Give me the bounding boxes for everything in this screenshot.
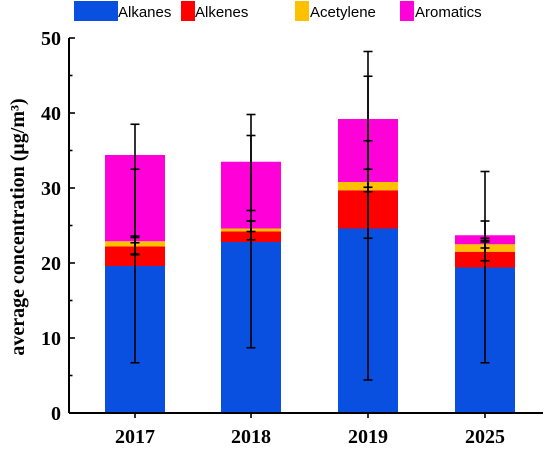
x-tick-label-2018: 2018 — [231, 426, 271, 448]
legend-item-alkenes: Alkenes — [181, 1, 248, 21]
axes: 0 10 20 30 40 50 2017 2018 2019 2025 — [41, 28, 543, 448]
legend-label-aromatics: Aromatics — [415, 4, 482, 21]
legend-label-alkenes: Alkenes — [195, 4, 248, 21]
x-tick-label-2025: 2025 — [465, 426, 505, 448]
y-tick-label: 0 — [51, 403, 61, 425]
error-bar-aromatics-2025 — [480, 170, 490, 243]
error-bar-aromatics-2017 — [130, 123, 140, 256]
legend-swatch-aromatics — [400, 1, 414, 21]
x-tick-label-2019: 2019 — [348, 426, 388, 448]
y-axis-label: average concentration (μg/m³) — [7, 98, 29, 355]
legend-swatch-alkanes — [74, 1, 118, 21]
y-tick-label: 30 — [41, 178, 61, 200]
error-bar-aromatics-2018 — [246, 113, 256, 212]
legend-item-acetylene: Acetylene — [295, 1, 376, 21]
legend-item-aromatics: Aromatics — [400, 1, 482, 21]
error-bar-acetylene-2018 — [246, 220, 256, 233]
error-bars — [130, 50, 490, 381]
y-tick-label: 50 — [41, 28, 61, 50]
legend-label-acetylene: Acetylene — [310, 4, 376, 21]
y-tick-label: 20 — [41, 253, 61, 275]
legend: Alkanes Alkenes Acetylene Aromatics — [74, 1, 482, 21]
error-bar-aromatics-2019 — [363, 50, 373, 189]
legend-swatch-acetylene — [295, 1, 309, 21]
y-tick-label: 40 — [41, 103, 61, 125]
legend-item-alkanes: Alkanes — [74, 1, 171, 21]
bars — [105, 119, 515, 413]
legend-label-alkanes: Alkanes — [118, 4, 171, 21]
x-tick-label-2017: 2017 — [115, 426, 155, 448]
legend-swatch-alkenes — [181, 1, 195, 21]
y-tick-label: 10 — [41, 328, 61, 350]
